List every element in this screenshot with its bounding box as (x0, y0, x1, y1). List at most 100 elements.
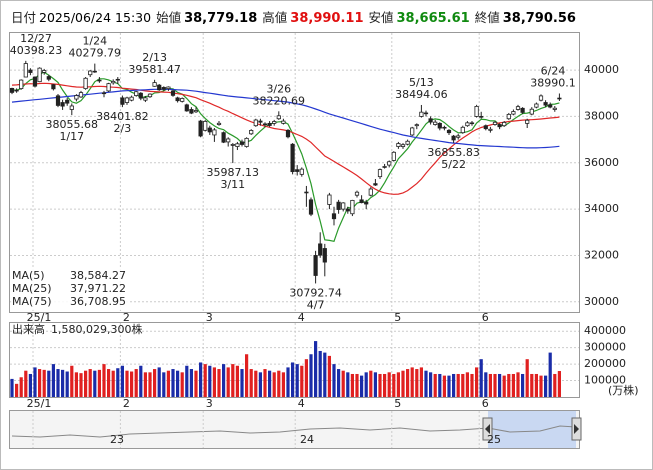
volume-bar (484, 372, 488, 397)
volume-bar (42, 369, 46, 397)
volume-bar (548, 352, 552, 397)
candle-body (198, 120, 203, 137)
volume-bar (162, 372, 166, 397)
volume-bar (465, 372, 469, 397)
candle-body (387, 161, 392, 166)
annotation-value: 40398.23 (10, 44, 63, 57)
quote-value: 38,665.61 (397, 11, 470, 26)
volume-bar (139, 365, 143, 397)
candle-body (111, 80, 116, 84)
candle-body (207, 127, 212, 133)
candle-body (23, 63, 28, 78)
volume-title: 出来高 (12, 322, 45, 336)
candle-body (180, 98, 185, 102)
volume-bar (530, 373, 534, 397)
candle-body (46, 76, 51, 80)
candle-body (529, 108, 534, 115)
legend-name: MA(25) (12, 282, 52, 295)
volume-bar (268, 370, 272, 397)
volume-bar (360, 375, 364, 397)
volume-bar (544, 375, 548, 397)
annotation-value: 38494.06 (395, 88, 448, 101)
annotation-date: 3/26 (266, 82, 291, 95)
volume-bar (148, 372, 152, 397)
navigator-selection (488, 411, 576, 448)
x-tick-label: 3 (206, 311, 213, 324)
candle-body (428, 118, 433, 123)
candle-body (253, 119, 258, 127)
candle-body (543, 102, 548, 106)
volume-bar (249, 369, 253, 397)
quote-label: 終値 (475, 10, 500, 25)
candle-body (97, 79, 102, 82)
volume-bar (516, 372, 520, 397)
candle-body (557, 97, 562, 100)
volume-bar (208, 365, 212, 397)
candle-body (368, 188, 373, 196)
volume-bar (327, 355, 331, 397)
volume-bar (166, 370, 170, 397)
volume-bar (350, 373, 354, 397)
quote-label: 始値 (156, 10, 181, 25)
volume-bar (61, 369, 65, 397)
candle-body (313, 255, 318, 276)
volume-bar (240, 369, 244, 397)
volume-bar (309, 354, 313, 397)
volume-bar (24, 370, 28, 397)
candle-body (28, 69, 33, 73)
annotation-date: 2/13 (142, 51, 167, 64)
x-tick-label: 2 (123, 311, 130, 324)
volume-bar (304, 359, 308, 397)
volume-bar (498, 373, 502, 397)
candle-body (382, 166, 387, 168)
volume-bar (10, 378, 14, 397)
volume-bar (502, 375, 506, 397)
candle-body (115, 78, 120, 81)
volume-bar (199, 362, 203, 397)
quote-value: 38,990.11 (290, 11, 363, 26)
candle-body (249, 130, 254, 135)
candle-body (203, 121, 208, 131)
annotation-date: 1/17 (59, 130, 84, 143)
candle-body (483, 125, 488, 130)
candle-body (221, 132, 226, 143)
volume-bar (452, 373, 456, 397)
candle-body (469, 122, 475, 125)
candle-body (419, 111, 424, 117)
volume-bar (314, 341, 318, 397)
candle-body (460, 126, 465, 134)
candle-body (106, 83, 111, 92)
candle-body (359, 199, 364, 204)
candle-body (88, 70, 93, 76)
x-tick-label: 6 (482, 397, 489, 410)
candle-body (239, 141, 245, 145)
volume-bar (332, 364, 336, 397)
volume-bar (323, 352, 327, 397)
volume-bar (56, 369, 60, 397)
annotation-value: 38990.1 (530, 76, 576, 89)
volume-bar (286, 367, 290, 397)
volume-bar (470, 373, 474, 397)
volume-bar (539, 375, 543, 397)
volume-bar (222, 364, 226, 397)
annotation-value: 38055.68 (46, 118, 99, 131)
annotation-date: 6/24 (541, 64, 566, 77)
candle-body (327, 194, 332, 205)
candle-body (341, 202, 346, 210)
candle-body (520, 107, 525, 113)
volume-bar (378, 373, 382, 397)
volume-bar (475, 367, 479, 397)
candle-body (32, 76, 38, 87)
volume-bar (369, 370, 373, 397)
candle-body (492, 121, 498, 125)
annotation-date: 2/3 (114, 122, 132, 135)
legend-box (11, 268, 129, 310)
volume-bar (401, 370, 405, 397)
volume-bar (346, 372, 350, 397)
volume-bar (456, 373, 460, 397)
candle-body (423, 112, 429, 115)
candle-body (244, 137, 249, 147)
volume-bar (130, 371, 134, 397)
volume-bar (93, 370, 97, 397)
